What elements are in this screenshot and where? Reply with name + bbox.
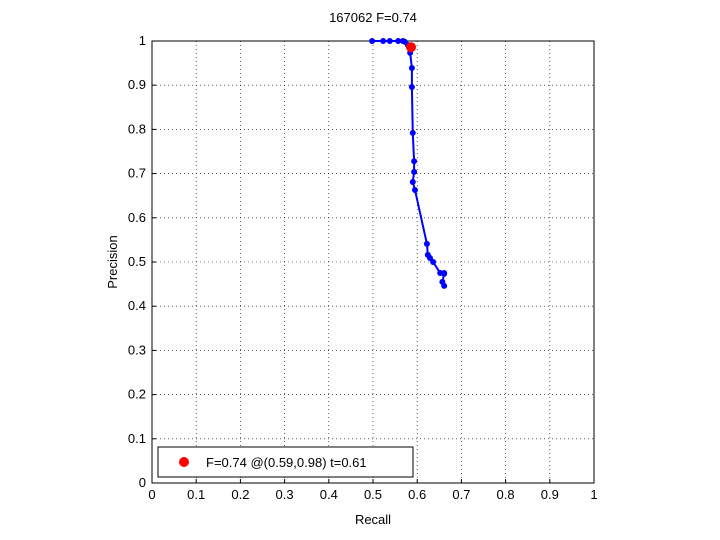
y-tick-label: 0 (139, 475, 146, 490)
data-point (408, 64, 415, 71)
x-axis-label: Recall (355, 512, 391, 527)
data-point (423, 240, 430, 247)
y-tick-label: 0.9 (128, 77, 146, 92)
data-point (369, 38, 376, 44)
y-axis-label: Precision (105, 235, 120, 288)
y-tick-label: 0.3 (128, 342, 146, 357)
x-tick-label: 0.7 (452, 487, 470, 502)
y-tick-label: 0.2 (128, 387, 146, 402)
data-point (406, 42, 417, 53)
y-tick-label: 0.7 (128, 166, 146, 181)
legend-box (157, 446, 414, 478)
x-tick-label: 0.4 (320, 487, 338, 502)
x-tick-label: 0 (148, 487, 155, 502)
data-point (408, 83, 415, 90)
chart-title: 167062 F=0.74 (329, 10, 417, 25)
data-point (441, 282, 448, 289)
data-point (409, 178, 416, 185)
legend-label: F=0.74 @(0.59,0.98) t=0.61 (206, 455, 367, 470)
data-point (430, 259, 437, 265)
y-tick-label: 0.6 (128, 210, 146, 225)
y-tick-label: 1 (139, 33, 146, 48)
data-point (380, 38, 387, 44)
data-point (395, 38, 402, 44)
y-tick-label: 0.4 (128, 298, 146, 313)
x-tick-label: 1 (590, 487, 597, 502)
x-tick-label: 0.2 (231, 487, 249, 502)
legend-marker (179, 457, 189, 467)
y-tick-label: 0.1 (128, 431, 146, 446)
x-tick-label: 0.5 (364, 487, 382, 502)
y-tick-label: 0.8 (128, 121, 146, 136)
x-tick-label: 0.3 (276, 487, 294, 502)
data-point (411, 168, 418, 175)
data-point (409, 129, 416, 136)
x-tick-label: 0.1 (187, 487, 205, 502)
x-tick-label: 0.6 (408, 487, 426, 502)
y-tick-label: 0.5 (128, 254, 146, 269)
data-point (411, 186, 418, 193)
data-point (411, 158, 418, 165)
data-point (441, 270, 448, 277)
data-point (386, 38, 393, 44)
x-tick-label: 0.9 (541, 487, 559, 502)
x-tick-label: 0.8 (497, 487, 515, 502)
